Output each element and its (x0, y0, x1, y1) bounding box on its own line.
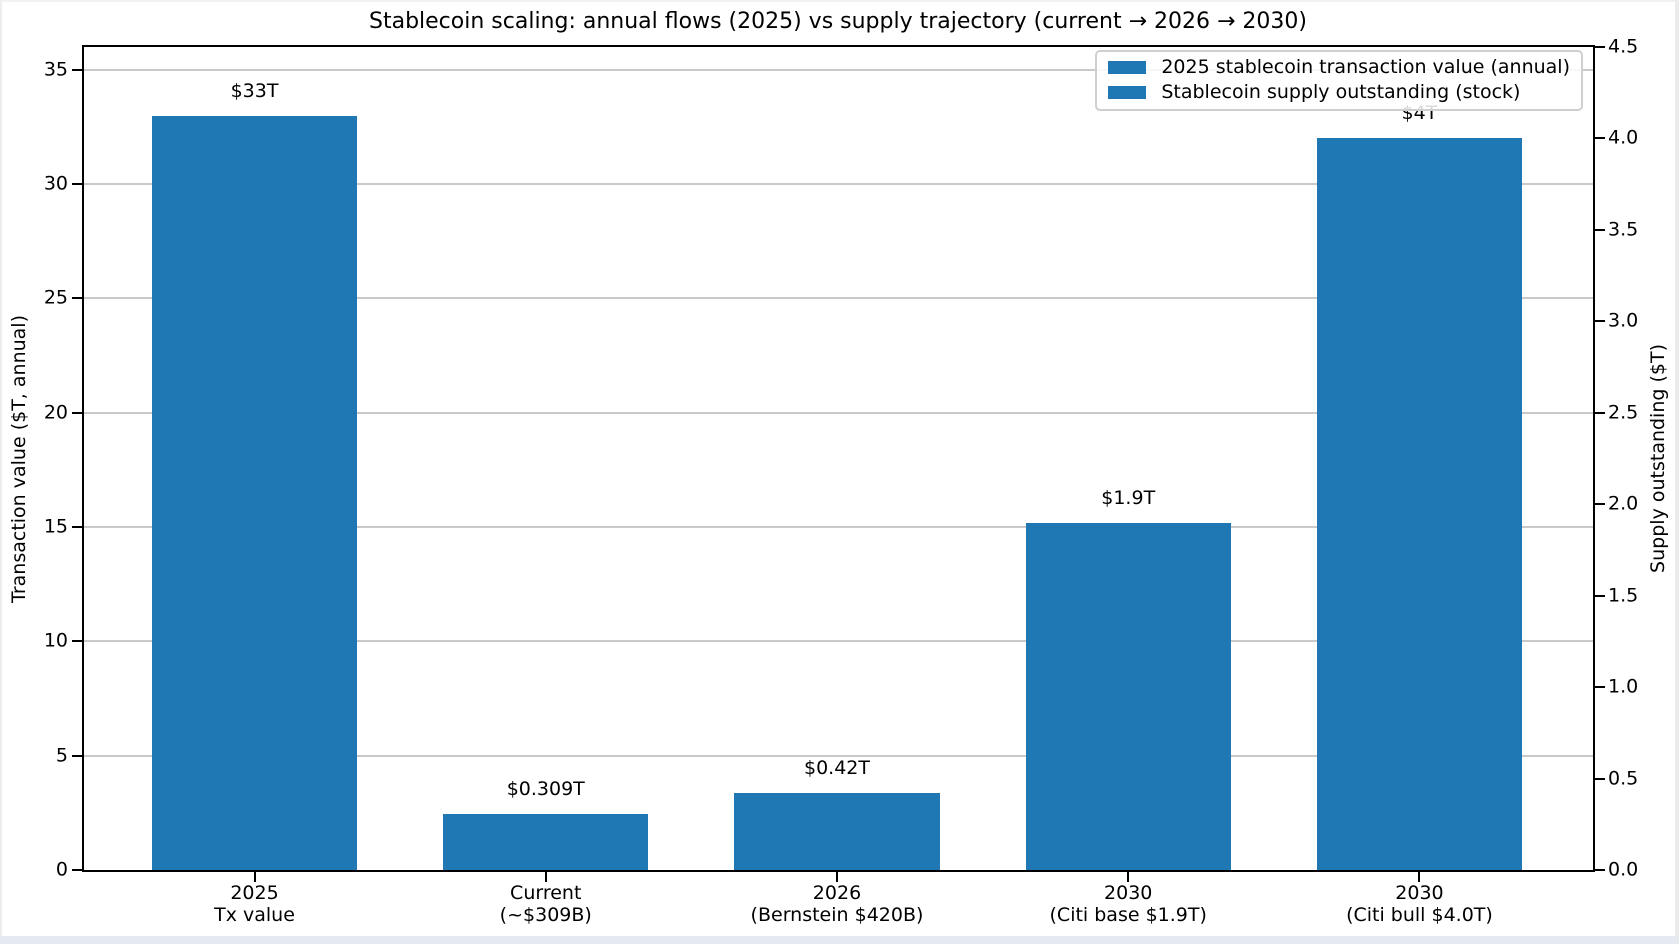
legend-label: Stablecoin supply outstanding (stock) (1161, 81, 1521, 103)
x-axis-tick-label-1: Current (~$309B) (500, 882, 592, 926)
x-axis-tick-label-line: 2026 (812, 882, 862, 904)
right-axis-tick-label: 2.0 (1608, 492, 1639, 515)
left-y-axis-label: Transaction value ($T, annual) (4, 45, 34, 872)
right-axis-tick-mark (1595, 686, 1605, 689)
right-axis-tick-label: 1.5 (1608, 584, 1639, 607)
left-axis-tick-mark (72, 411, 82, 414)
left-axis-tick-label: 10 (43, 629, 68, 652)
x-axis-tick-mark (544, 872, 547, 882)
x-axis-tick-label-0: 2025 Tx value (214, 882, 295, 926)
left-axis-tick-label: 15 (43, 515, 68, 538)
right-axis-tick-mark (1595, 869, 1605, 871)
right-axis-tick-label: 3.5 (1608, 218, 1639, 241)
x-axis-tick-label-line: (Bernstein $420B) (750, 904, 924, 926)
x-axis-tick-mark (1418, 872, 1421, 882)
bar-3 (1025, 522, 1231, 870)
right-axis-tick-label: 2.5 (1608, 401, 1639, 424)
window-edge-right (1675, 0, 1679, 944)
gridline (84, 68, 1593, 71)
legend-entry-1: Stablecoin supply outstanding (stock) (1108, 82, 1570, 103)
x-axis-tick-label-line: (~$309B) (499, 904, 592, 926)
x-axis-tick-label-line: 2030 (1104, 882, 1153, 904)
right-axis-tick-mark (1595, 228, 1605, 231)
bar-value-label-3: $1.9T (1101, 486, 1156, 509)
gridline (84, 297, 1593, 300)
gridline (84, 526, 1593, 529)
right-y-axis-label-text: Supply outstanding ($T) (1647, 344, 1669, 573)
x-axis-tick-label-3: 2030 (Citi base $1.9T) (1050, 882, 1207, 926)
gridline (84, 183, 1593, 186)
gridline (84, 640, 1593, 643)
legend: 2025 stablecoin transaction value (annua… (1095, 50, 1583, 111)
right-axis-tick-mark (1595, 46, 1605, 48)
bar-0 (151, 115, 358, 870)
right-y-axis-label: Supply outstanding ($T) (1643, 45, 1673, 872)
bar-value-label-2: $0.42T (803, 757, 870, 780)
left-axis-tick-mark (72, 754, 82, 757)
right-axis-tick-label: 4.5 (1608, 35, 1639, 58)
right-axis-tick-label: 1.0 (1608, 675, 1639, 698)
left-y-axis-label-text: Transaction value ($T, annual) (8, 314, 30, 603)
x-axis-tick-label-line: (Citi base $1.9T) (1049, 904, 1207, 926)
bar-1 (443, 813, 649, 870)
window-edge-top (0, 0, 1679, 2)
x-axis-tick-label-4: 2030 (Citi bull $4.0T) (1346, 882, 1493, 926)
left-axis-tick-mark (72, 526, 82, 529)
right-axis-tick-mark (1595, 411, 1605, 414)
left-axis-tick-mark (72, 869, 82, 871)
x-axis-tick-mark (1127, 872, 1130, 882)
left-axis-tick-label: 25 (43, 286, 68, 309)
x-axis-tick-label-line: 2025 (230, 882, 279, 904)
bar-4 (1316, 138, 1523, 870)
right-axis-tick-label: 0.5 (1608, 767, 1639, 790)
legend-label: 2025 stablecoin transaction value (annua… (1161, 56, 1570, 78)
bar-2 (734, 793, 940, 870)
right-axis-tick-label: 4.0 (1608, 126, 1639, 149)
left-axis-tick-label: 0 (55, 858, 68, 881)
plot-area: 0 5 10 15 20 25 30 35 0.0 0.5 1.0 1.5 2.0 2.5 3.0 3.5 4.… (44, 37, 1638, 926)
x-axis-tick-label-2: 2026 (Bernstein $420B) (751, 882, 924, 926)
right-axis-tick-mark (1595, 320, 1605, 323)
x-axis-tick-label-line: Tx value (214, 904, 295, 926)
gridline (84, 411, 1593, 414)
x-axis-tick-mark (835, 872, 838, 882)
left-axis-tick-mark (72, 640, 82, 643)
right-axis-tick-mark (1595, 777, 1605, 780)
left-axis-tick-label: 5 (55, 744, 68, 767)
x-axis-tick-label-line: Current (510, 882, 582, 904)
window-edge-left (0, 0, 2, 944)
left-axis-tick-label: 35 (43, 58, 68, 81)
legend-swatch-icon (1108, 61, 1147, 74)
x-axis-tick-label-line: (Citi bull $4.0T) (1346, 904, 1493, 926)
window-edge-bottom (0, 936, 1679, 944)
chart-title: Stablecoin scaling: annual flows (2025) … (369, 9, 1307, 34)
left-axis-tick-mark (72, 68, 82, 71)
left-axis-tick-mark (72, 297, 82, 300)
left-axis-tick-label: 30 (43, 172, 68, 195)
right-axis-tick-mark (1595, 503, 1605, 506)
gridline (84, 754, 1593, 757)
bar-value-label-0: $33T (230, 79, 279, 102)
left-axis-tick-label: 20 (43, 401, 68, 424)
right-axis-tick-label: 0.0 (1608, 858, 1639, 881)
x-axis-tick-label-line: 2030 (1395, 882, 1444, 904)
x-axis-tick-mark (253, 872, 256, 882)
bar-value-label-1: $0.309T (506, 777, 585, 800)
legend-entry-0: 2025 stablecoin transaction value (annua… (1108, 57, 1570, 78)
right-axis-tick-mark (1595, 594, 1605, 597)
legend-swatch-icon (1108, 86, 1147, 99)
right-axis-tick-label: 3.0 (1608, 309, 1639, 332)
left-axis-tick-mark (72, 183, 82, 186)
right-axis-tick-mark (1595, 137, 1605, 140)
